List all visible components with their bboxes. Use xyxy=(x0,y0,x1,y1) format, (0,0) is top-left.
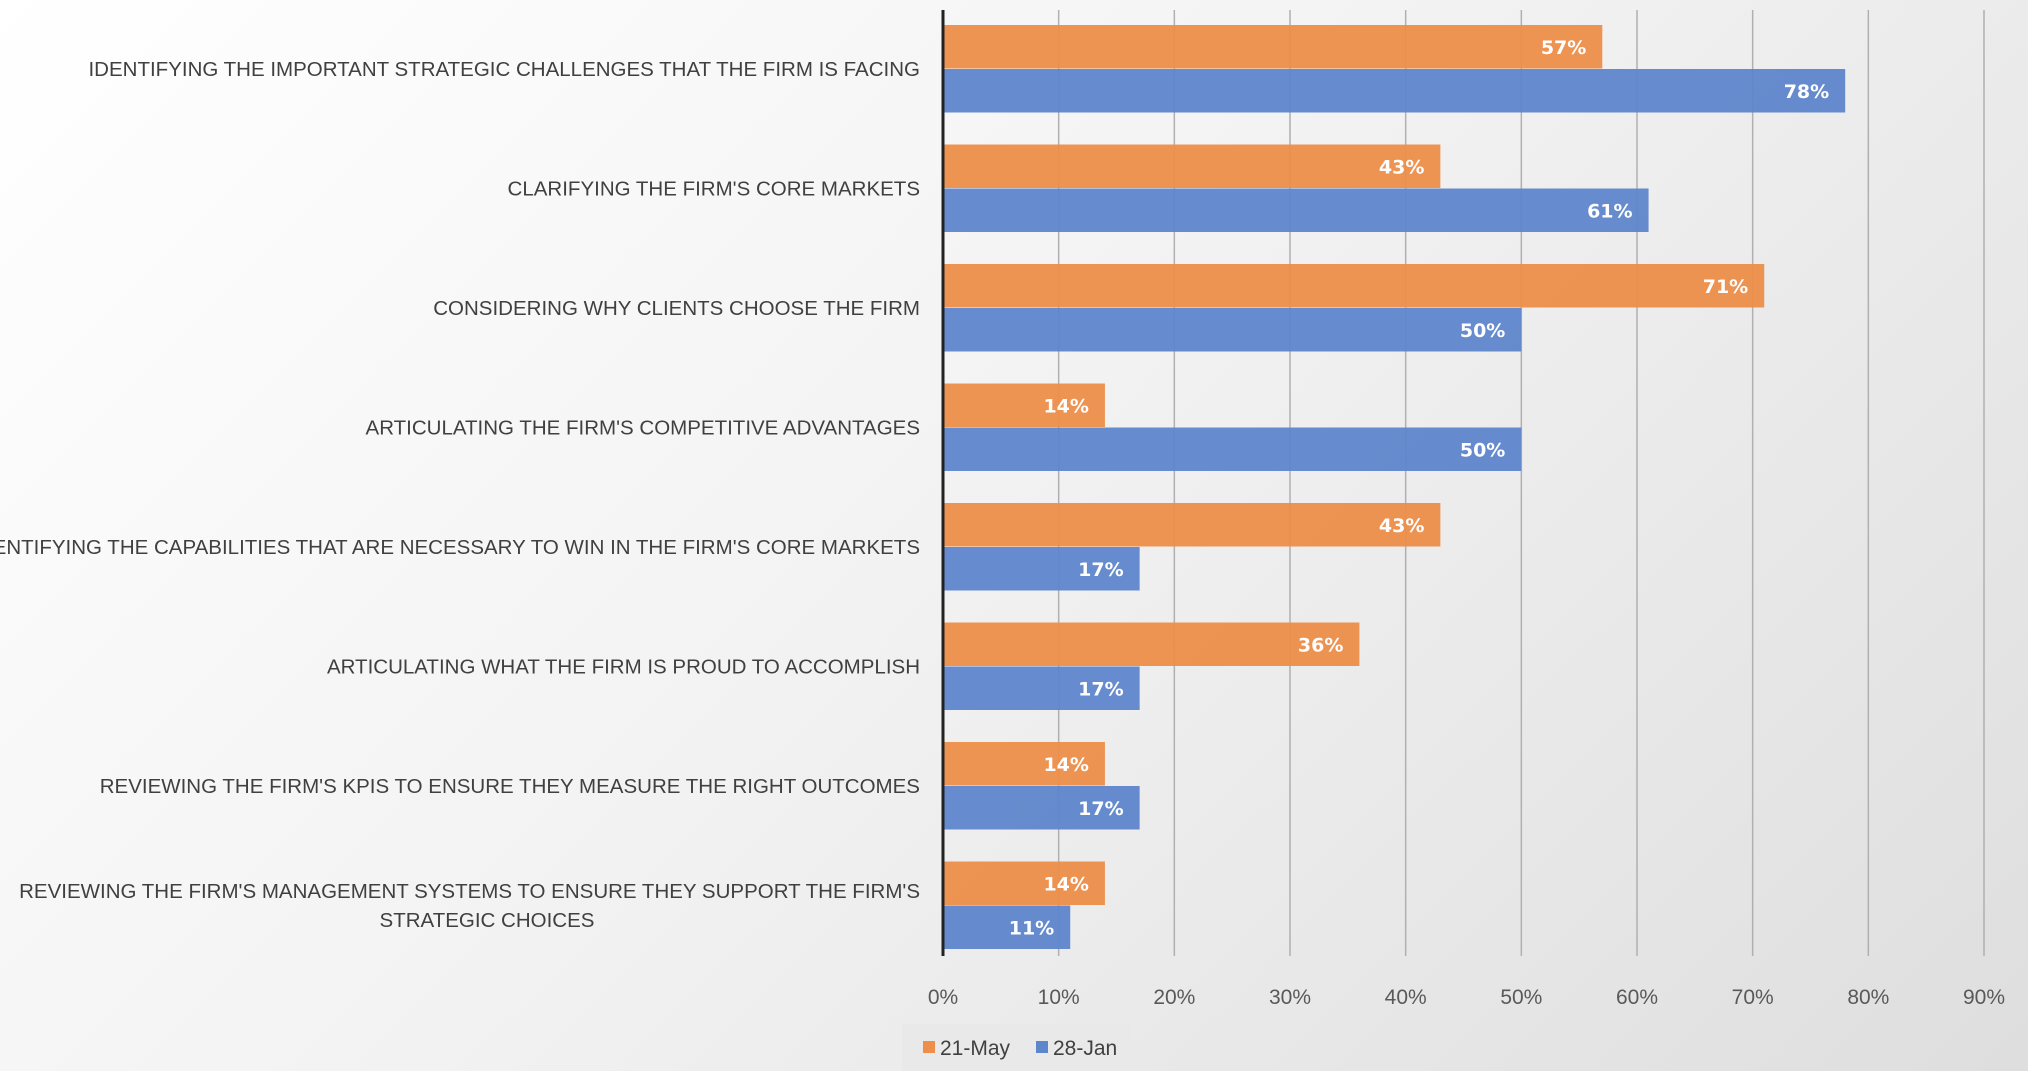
legend-label: 28-Jan xyxy=(1053,1037,1117,1060)
legend-label: 21-May xyxy=(940,1037,1011,1060)
x-tick-labels: 0% 10% 20% 30% 40% 50% 60% 70% 80% 90% xyxy=(928,986,2005,1009)
data-label: 11% xyxy=(1009,918,1054,940)
bar xyxy=(943,742,1105,786)
category-label: ARTICULATING WHAT THE FIRM IS PROUD TO A… xyxy=(327,656,920,679)
category-label: REVIEWING THE FIRM'S MANAGEMENT SYSTEMS … xyxy=(19,880,920,903)
x-tick-label: 70% xyxy=(1732,986,1774,1009)
bar xyxy=(943,861,1105,905)
bar xyxy=(943,427,1522,471)
data-label: 43% xyxy=(1379,157,1424,179)
category-labels: IDENTIFYING THE IMPORTANT STRATEGIC CHAL… xyxy=(0,58,920,932)
category-label: ARTICULATING THE FIRM'S COMPETITIVE ADVA… xyxy=(366,417,920,440)
bars: 57% 78% 43% 61% 71% 50% 14% 50% 43% 17% 36% 17% 14% 1… xyxy=(943,25,1846,949)
x-tick-label: 60% xyxy=(1616,986,1658,1009)
x-tick-label: 10% xyxy=(1038,986,1080,1009)
category-label: REVIEWING THE FIRM'S KPIS TO ENSURE THEY… xyxy=(100,775,920,798)
bar xyxy=(943,144,1441,188)
bar xyxy=(943,383,1105,427)
bar xyxy=(943,69,1846,113)
data-label: 71% xyxy=(1703,276,1748,298)
x-tick-label: 30% xyxy=(1269,986,1311,1009)
x-tick-label: 20% xyxy=(1153,986,1195,1009)
bar xyxy=(943,308,1522,352)
data-label: 50% xyxy=(1460,440,1505,462)
data-label: 78% xyxy=(1784,81,1829,103)
data-label: 14% xyxy=(1043,874,1088,896)
data-label: 43% xyxy=(1379,515,1424,537)
data-label: 14% xyxy=(1043,396,1088,418)
x-tick-label: 50% xyxy=(1500,986,1542,1009)
bar xyxy=(943,547,1140,591)
legend: 21-May 28-Jan xyxy=(902,1024,1130,1071)
data-label: 17% xyxy=(1078,679,1123,701)
category-label: IDENTIFYING THE CAPABILITIES THAT ARE NE… xyxy=(0,536,920,559)
data-label: 36% xyxy=(1298,635,1343,657)
category-label: CONSIDERING WHY CLIENTS CHOOSE THE FIRM xyxy=(433,297,920,320)
bar xyxy=(943,264,1765,308)
category-label: STRATEGIC CHOICES xyxy=(380,909,595,932)
data-label: 17% xyxy=(1078,798,1123,820)
bar xyxy=(943,503,1441,547)
category-label: IDENTIFYING THE IMPORTANT STRATEGIC CHAL… xyxy=(88,58,920,81)
bar xyxy=(943,622,1360,666)
data-label: 57% xyxy=(1541,37,1586,59)
bar xyxy=(943,188,1649,232)
legend-background xyxy=(902,1024,1130,1071)
category-label: CLARIFYING THE FIRM'S CORE MARKETS xyxy=(508,178,920,201)
legend-swatch xyxy=(923,1041,935,1053)
data-label: 17% xyxy=(1078,559,1123,581)
x-tick-label: 80% xyxy=(1847,986,1889,1009)
x-tick-label: 90% xyxy=(1963,986,2005,1009)
bar xyxy=(943,25,1603,69)
x-tick-label: 40% xyxy=(1385,986,1427,1009)
data-label: 50% xyxy=(1460,320,1505,342)
data-label: 14% xyxy=(1043,754,1088,776)
x-tick-label: 0% xyxy=(928,986,958,1009)
legend-swatch xyxy=(1036,1041,1048,1053)
bar xyxy=(943,905,1071,949)
data-label: 61% xyxy=(1587,201,1632,223)
bar xyxy=(943,786,1140,830)
bar xyxy=(943,666,1140,710)
